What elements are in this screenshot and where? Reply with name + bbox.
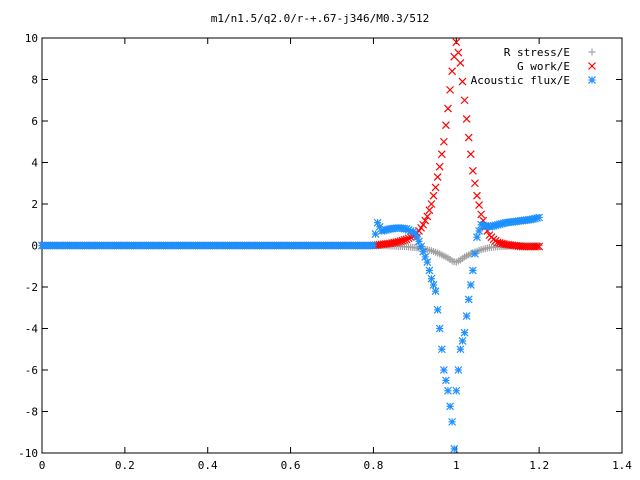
data-point	[466, 281, 475, 289]
data-point	[444, 386, 452, 395]
x-tick-label: 0.6	[281, 459, 301, 472]
data-point	[450, 444, 459, 453]
data-point	[421, 216, 430, 225]
y-tick-label: 2	[31, 198, 38, 211]
y-tick-label: 10	[25, 32, 38, 45]
data-point	[435, 324, 444, 333]
data-point	[471, 179, 479, 188]
x-tick-label: 0.4	[198, 459, 218, 472]
y-tick-label: -2	[25, 281, 38, 294]
data-point	[456, 345, 465, 354]
data-point	[369, 241, 378, 250]
data-point	[429, 281, 438, 289]
data-point	[535, 213, 544, 222]
data-point	[452, 386, 461, 395]
legend-marker	[588, 76, 596, 84]
data-point	[425, 266, 434, 275]
y-tick-label: -4	[25, 323, 39, 336]
data-point	[462, 312, 471, 320]
data-point	[533, 242, 541, 251]
data-point	[446, 85, 454, 94]
series-g-work-e	[38, 38, 544, 251]
x-tick-label: 0.2	[115, 459, 135, 472]
data-point	[429, 191, 438, 200]
data-point	[423, 258, 432, 267]
data-point	[400, 235, 409, 244]
data-point	[446, 402, 454, 411]
data-point	[475, 227, 483, 235]
legend-marker	[588, 62, 596, 70]
data-point	[473, 233, 481, 242]
data-point	[437, 150, 446, 159]
data-point	[439, 137, 448, 146]
y-tick-label: 4	[31, 157, 38, 170]
legend-marker	[588, 48, 596, 56]
data-point	[473, 191, 481, 200]
data-point	[466, 150, 475, 159]
data-point	[439, 366, 448, 374]
data-point	[458, 77, 467, 86]
legend-label: G work/E	[517, 60, 570, 73]
legend-label: Acoustic flux/E	[471, 74, 570, 87]
x-tick-label: 1	[453, 459, 460, 472]
y-tick-label: 6	[31, 115, 38, 128]
data-point	[442, 376, 450, 385]
data-point	[468, 266, 477, 275]
data-point	[425, 206, 434, 215]
data-point	[460, 96, 469, 105]
data-point	[477, 210, 486, 219]
data-point	[475, 201, 483, 209]
data-point	[404, 234, 413, 243]
data-point	[454, 48, 463, 57]
legend-label: R stress/E	[504, 46, 570, 59]
y-tick-label: -8	[25, 406, 38, 419]
data-point	[471, 249, 479, 258]
data-point	[464, 133, 473, 142]
x-tick-label: 0	[39, 459, 46, 472]
data-point	[433, 305, 442, 314]
data-point	[402, 235, 411, 244]
data-point	[448, 67, 457, 76]
data-point	[442, 121, 450, 130]
data-point	[458, 337, 467, 345]
x-tick-label: 1.4	[612, 459, 632, 472]
data-point	[431, 287, 440, 296]
x-tick-label: 1.2	[529, 459, 549, 472]
axis-ticks: 0 0.2 0.4 0.6 0.8 1 1.2 1.4 10 8 6 4 2 0 -2 -4 -6 -8 -10	[18, 32, 632, 472]
data-point	[423, 212, 432, 221]
y-tick-label: 8	[31, 74, 38, 87]
data-point	[435, 162, 444, 171]
data-point	[419, 220, 428, 229]
series-acoustic-flux-e	[38, 213, 544, 453]
data-point	[452, 38, 461, 47]
data-point	[431, 183, 440, 192]
data-point	[535, 242, 544, 251]
y-tick-label: -10	[18, 447, 38, 460]
data-point	[468, 166, 477, 175]
data-point	[460, 328, 469, 337]
x-tick-label: 0.8	[363, 459, 383, 472]
data-point	[427, 200, 436, 208]
data-point	[448, 417, 457, 426]
data-point	[433, 173, 442, 181]
data-point	[437, 345, 446, 354]
chart-title: m1/n1.5/q2.0/r-+.67-j346/M0.3/512	[211, 12, 430, 25]
data-marks	[38, 38, 544, 453]
data-point	[427, 274, 436, 283]
data-point	[417, 242, 425, 251]
y-tick-label: 0	[31, 240, 38, 253]
data-point	[462, 115, 471, 123]
data-point	[456, 58, 465, 67]
data-point	[464, 295, 473, 304]
data-point	[444, 104, 452, 113]
data-point	[454, 366, 463, 374]
y-tick-label: -6	[25, 364, 38, 377]
